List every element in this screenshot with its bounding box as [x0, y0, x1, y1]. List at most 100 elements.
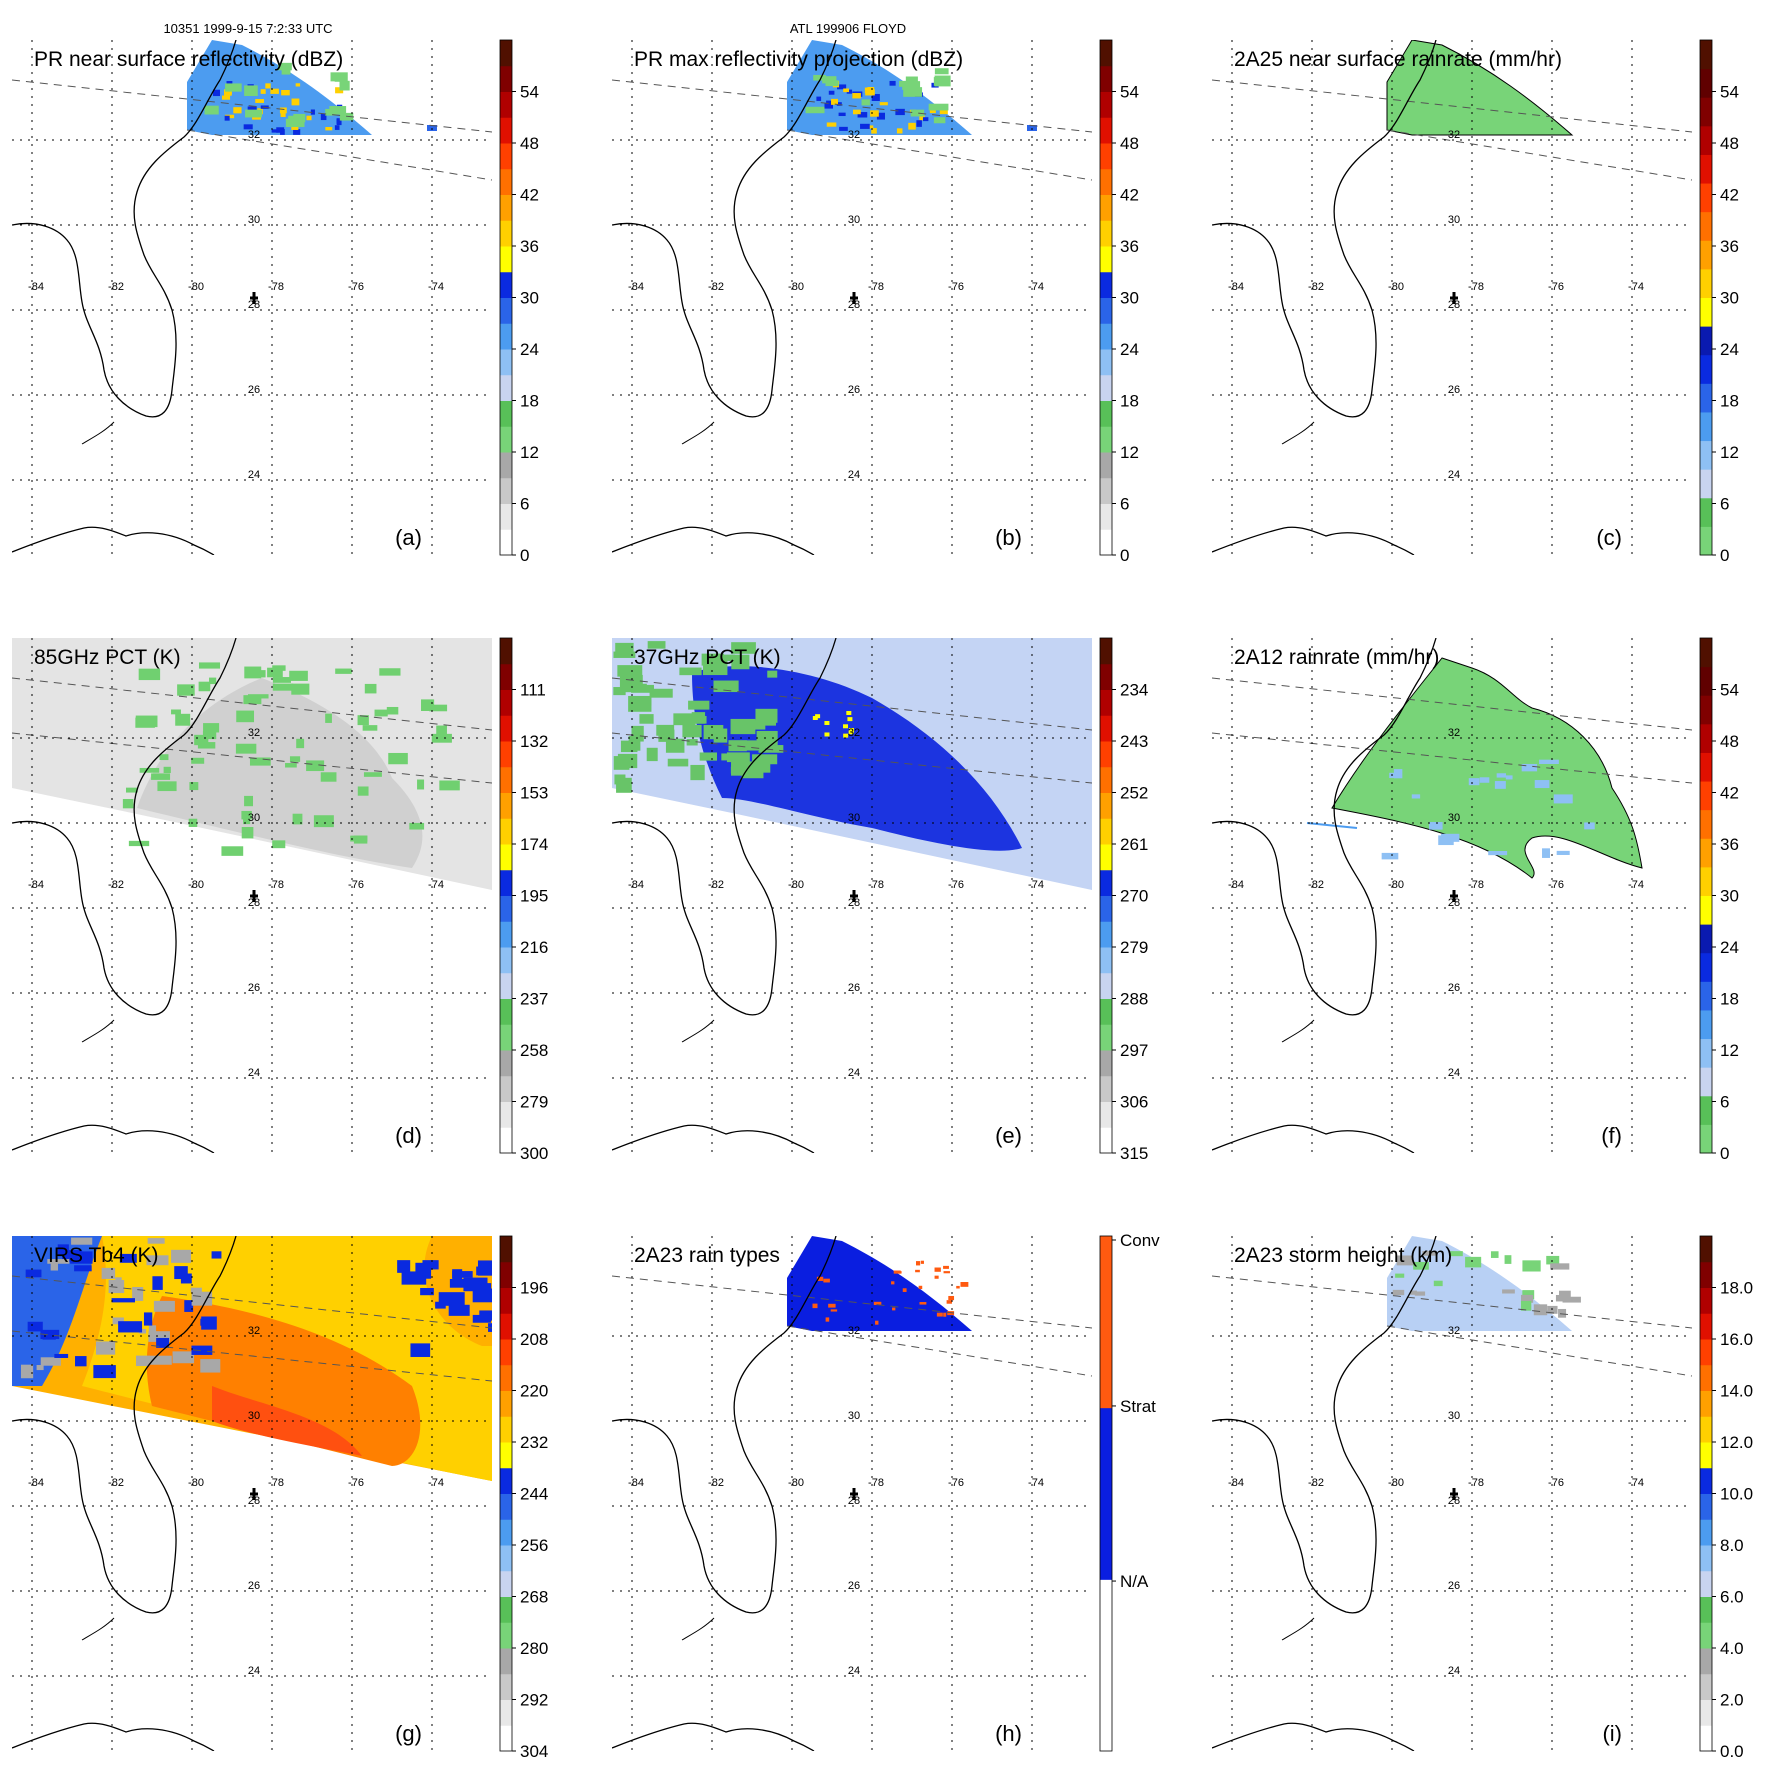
colorbar-swatch-i [1700, 1648, 1712, 1675]
swath-edge-g-1 [12, 1330, 492, 1382]
lon-label-f: -76 [1548, 879, 1564, 891]
colorbar-swatch-d [500, 1127, 512, 1154]
colorbar-tick-c: 30 [1720, 289, 1739, 308]
colorbar-swatch-d [500, 1101, 512, 1128]
colorbar-tick-d: 279 [520, 1093, 548, 1112]
lat-label-g: 24 [248, 1665, 260, 1677]
colorbar-swatch-i [1700, 1519, 1712, 1546]
colorbar-tick-e: 261 [1120, 835, 1148, 854]
colorbar-swatch-c [1700, 154, 1712, 184]
lon-label-d: -74 [428, 879, 444, 891]
map-plot-a: -84 -82 -80 -78 -76 -74 32 30 28 26 24 [12, 40, 492, 555]
colorbar-tick-h: Conv [1120, 1231, 1160, 1250]
lon-label-c: -82 [1308, 281, 1324, 293]
lon-label-i: -84 [1228, 1477, 1244, 1489]
panel-h: -84 -82 -80 -78 -76 -74 32 30 28 26 24 2A23 rain ty… [612, 1231, 1160, 1752]
lon-label-h: -84 [628, 1477, 644, 1489]
lat-label-d: 30 [248, 812, 260, 824]
lat-label-i: 26 [1448, 1580, 1460, 1592]
colorbar-swatch-a [500, 297, 512, 324]
colorbar-swatch-a [500, 220, 512, 247]
lon-label-a: -82 [108, 281, 124, 293]
colorbar-tick-d: 195 [520, 887, 548, 906]
panel-title-a: PR near surface reflectivity (dBZ) [34, 48, 343, 71]
colorbar-swatch-f [1700, 723, 1712, 753]
lon-label-c: -84 [1228, 281, 1244, 293]
colorbar-swatch-i [1700, 1416, 1712, 1443]
colorbar-tick-g: 220 [520, 1382, 548, 1401]
lon-label-e: -78 [868, 879, 884, 891]
colorbar-swatch-a [500, 477, 512, 504]
colorbar-swatch-c [1700, 411, 1712, 442]
colorbar-tick-i: 10.0 [1720, 1485, 1753, 1504]
colorbar-swatch-i [1700, 1699, 1712, 1726]
cuba-coast-h [612, 1722, 815, 1751]
storm-center-marker-c [1450, 292, 1458, 304]
swath-edge-i-0 [1212, 1275, 1692, 1329]
colorbar-swatch-f [1700, 1009, 1712, 1040]
colorbar-swatch-b [1100, 503, 1112, 530]
colorbar-tick-f: 42 [1720, 784, 1739, 803]
colorbar-tick-f: 0 [1720, 1144, 1729, 1163]
lat-label-i: 24 [1448, 1665, 1460, 1677]
lon-label-c: -74 [1628, 281, 1644, 293]
colorbar-tick-b: 36 [1120, 237, 1139, 256]
colorbar-g: 304 292 280 268 256 244 232 220 208 196 [499, 1235, 548, 1761]
keys-i [1281, 1617, 1315, 1641]
colorbar-tick-a: 6 [520, 495, 529, 514]
lat-label-a: 30 [248, 214, 260, 226]
colorbar-tick-e: 270 [1120, 887, 1148, 906]
colorbar-tick-c: 24 [1720, 340, 1739, 359]
colorbar-tick-e: 252 [1120, 784, 1148, 803]
colorbar-swatch-b [1100, 246, 1112, 273]
coastline-a [12, 40, 237, 418]
panel-title-h: 2A23 rain types [634, 1244, 780, 1267]
lat-label-d: 24 [248, 1067, 260, 1079]
colorbar-swatch-i [1700, 1364, 1712, 1391]
colorbar-swatch-a [500, 374, 512, 401]
storm-center-marker-e [850, 890, 858, 902]
panel-title-f: 2A12 rainrate (mm/hr) [1234, 646, 1439, 669]
swath-edge-g-0 [12, 1275, 492, 1329]
colorbar-tick-a: 54 [520, 83, 539, 102]
colorbar-tick-b: 42 [1120, 186, 1139, 205]
colorbar-tick-g: 268 [520, 1588, 548, 1607]
storm-header: ATL 199906 FLOYD [790, 21, 906, 36]
colorbar-swatch-f [1700, 1095, 1712, 1125]
panel-title-i: 2A23 storm height (km) [1234, 1244, 1452, 1267]
colorbar-swatch-e [1100, 663, 1112, 690]
colorbar-swatch-e [1100, 1075, 1112, 1102]
colorbar-swatch-b [1100, 400, 1112, 427]
lon-label-g: -74 [428, 1477, 444, 1489]
colorbar-swatch-b [1100, 271, 1112, 298]
lon-label-b: -78 [868, 281, 884, 293]
lat-label-e: 24 [848, 1067, 860, 1079]
map-plot-f: -84 -82 -80 -78 -76 -74 32 30 28 26 24 [1212, 638, 1692, 1153]
colorbar-tick-g: 232 [520, 1433, 548, 1452]
colorbar-swatch-d [500, 715, 512, 742]
colorbar-swatch-e [1100, 844, 1112, 871]
swath-edge-e-0 [612, 677, 1092, 731]
storm-center-marker-a [250, 292, 258, 304]
colorbar-swatch-b [1100, 143, 1112, 170]
colorbar-swatch-g [500, 1545, 512, 1572]
cuba-coast-g [12, 1722, 215, 1751]
panel-letter-c: (c) [1596, 525, 1622, 550]
colorbar-swatch-f [1700, 666, 1712, 696]
colorbar-swatch-e [1100, 689, 1112, 716]
lat-label-i: 30 [1448, 1410, 1460, 1422]
colorbar-swatch-c [1700, 183, 1712, 213]
panel-title-b: PR max reflectivity projection (dBZ) [634, 48, 963, 71]
lat-label-e: 28 [848, 897, 860, 909]
lon-label-f: -78 [1468, 879, 1484, 891]
colorbar-swatch-a [500, 426, 512, 453]
colorbar-swatch-a [500, 91, 512, 118]
colorbar-swatch-a [500, 349, 512, 376]
colorbar-tick-d: 300 [520, 1144, 548, 1163]
lon-label-i: -80 [1388, 1477, 1404, 1489]
lon-label-c: -78 [1468, 281, 1484, 293]
lat-label-b: 24 [848, 469, 860, 481]
colorbar-tick-i: 0.0 [1720, 1742, 1744, 1761]
lon-label-g: -80 [188, 1477, 204, 1489]
lat-label-a: 26 [248, 384, 260, 396]
